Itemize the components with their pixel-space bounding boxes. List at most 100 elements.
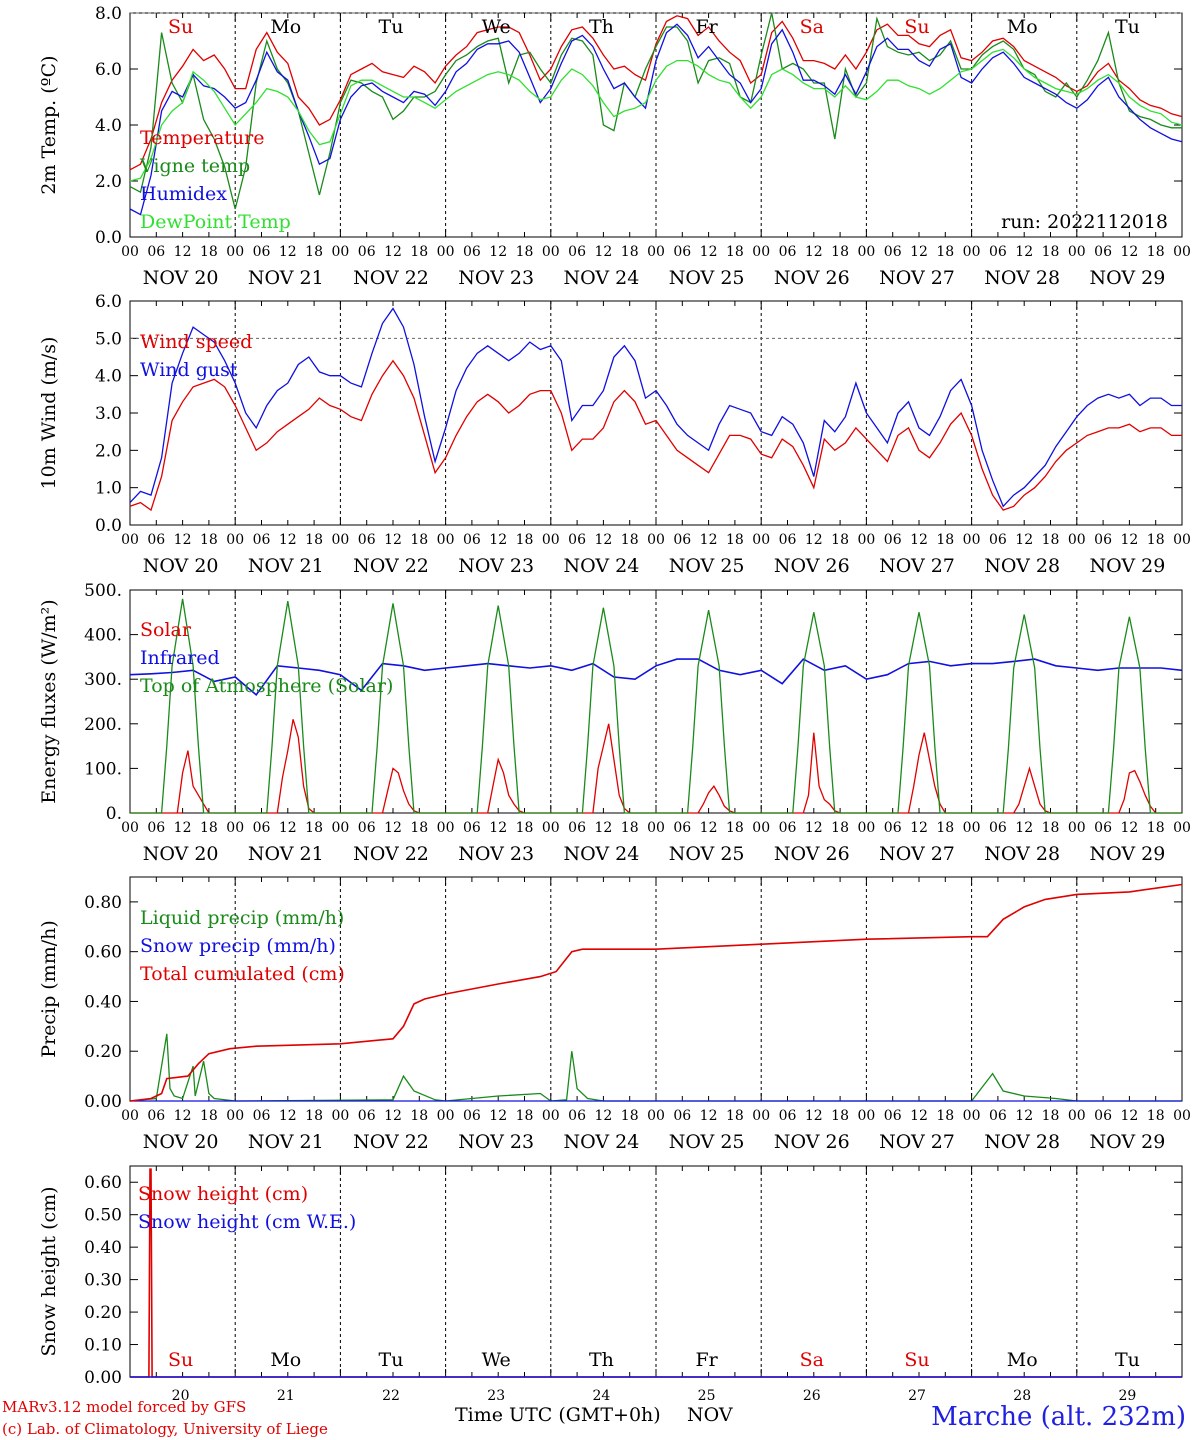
wind-hour-label: 12 [1120, 532, 1138, 548]
wind-ytick-label: 5.0 [95, 329, 122, 349]
temp-hour-label: 18 [936, 244, 954, 260]
flux-hour-label: 06 [989, 820, 1007, 836]
precip-series-line [129, 1033, 1182, 1102]
weekday-label-bottom: Su [904, 1349, 929, 1371]
flux-day-label: NOV 21 [248, 843, 324, 865]
precip-hour-label: 12 [594, 1108, 612, 1124]
wind-hour-label: 12 [910, 532, 928, 548]
flux-hour-label: 18 [831, 820, 849, 836]
station-title: Marche (alt. 232m) [931, 1402, 1186, 1432]
precip-hour-label: 00 [542, 1108, 560, 1124]
precip-hour-label: 06 [463, 1108, 481, 1124]
temp-hour-label: 12 [1015, 244, 1033, 260]
temp-hour-label: 00 [647, 244, 665, 260]
flux-hour-label: 18 [305, 820, 323, 836]
temp-hour-label: 00 [1068, 244, 1086, 260]
temp-ytick-label: 0.0 [95, 228, 122, 248]
precip-hour-label: 00 [437, 1108, 455, 1124]
weekday-label-top: Sa [800, 16, 824, 38]
temp-hour-label: 18 [410, 244, 428, 260]
wind-ytick-label: 2.0 [95, 441, 122, 461]
day-number-label: 21 [277, 1388, 295, 1404]
temp-day-label: NOV 20 [143, 267, 219, 289]
temp-hour-label: 00 [226, 244, 244, 260]
wind-day-label: NOV 22 [353, 555, 429, 577]
precip-day-label: NOV 25 [669, 1131, 745, 1153]
temp-day-label: NOV 25 [669, 267, 745, 289]
flux-hour-label: 18 [726, 820, 744, 836]
temp-ytick-label: 6.0 [95, 60, 122, 80]
precip-hour-label: 12 [1015, 1108, 1033, 1124]
flux-day-label: NOV 20 [143, 843, 219, 865]
day-number-label: 28 [1013, 1388, 1031, 1404]
flux-hour-label: 06 [147, 820, 165, 836]
wind-hour-label: 18 [200, 532, 218, 548]
wind-hour-label: 06 [673, 532, 691, 548]
wind-ytick-label: 6.0 [95, 292, 122, 312]
temp-hour-label: 00 [437, 244, 455, 260]
precip-hour-label: 18 [621, 1108, 639, 1124]
temp-hour-label: 12 [805, 244, 823, 260]
day-number-label: 20 [172, 1388, 190, 1404]
flux-hour-label: 12 [279, 820, 297, 836]
temp-series-line [129, 48, 1183, 182]
wind-day-label: NOV 27 [879, 555, 955, 577]
flux-frame [129, 589, 1183, 814]
flux-hour-label: 12 [805, 820, 823, 836]
weekday-label-bottom: Su [168, 1349, 193, 1371]
flux-day-label: NOV 29 [1089, 843, 1165, 865]
precip-ytick-label: 0.00 [84, 1092, 122, 1112]
precip-hour-label: 06 [358, 1108, 376, 1124]
weekday-label-top: Fr [695, 16, 718, 38]
precip-hour-label: 06 [568, 1108, 586, 1124]
copyright-credit: (c) Lab. of Climatology, University of L… [2, 1420, 328, 1438]
flux-hour-label: 06 [463, 820, 481, 836]
flux-hour-label: 00 [752, 820, 770, 836]
precip-day-label: NOV 29 [1089, 1131, 1165, 1153]
precip-day-label: NOV 28 [984, 1131, 1060, 1153]
flux-hour-label: 12 [910, 820, 928, 836]
flux-hour-label: 12 [489, 820, 507, 836]
day-number-label: 29 [1118, 1388, 1136, 1404]
weekday-label-bottom: Tu [1115, 1349, 1140, 1371]
flux-hour-label: 06 [1094, 820, 1112, 836]
temp-hour-label: 18 [621, 244, 639, 260]
precip-hour-label: 18 [200, 1108, 218, 1124]
precip-hour-label: 00 [331, 1108, 349, 1124]
wind-hour-label: 12 [805, 532, 823, 548]
temp-hour-label: 12 [174, 244, 192, 260]
flux-hour-label: 00 [1173, 820, 1191, 836]
temp-ytick-label: 4.0 [95, 116, 122, 136]
flux-hour-label: 06 [673, 820, 691, 836]
flux-hour-label: 00 [437, 820, 455, 836]
day-number-label: 24 [592, 1388, 610, 1404]
flux-series-line [129, 658, 1183, 696]
flux-hour-label: 00 [542, 820, 560, 836]
temp-hour-label: 12 [1120, 244, 1138, 260]
weekday-label-top: Th [589, 16, 614, 38]
snow-ytick-label: 0.10 [84, 1336, 122, 1356]
snow-ytick-label: 0.60 [84, 1173, 122, 1193]
snow-panel: 0.00 0.10 0.20 0.30 0.40 0.50 0.60 Snow height … [38, 1165, 1183, 1388]
wind-hour-label: 18 [305, 532, 323, 548]
temp-legend-entry: Humidex [140, 183, 227, 205]
precip-hour-label: 12 [1120, 1108, 1138, 1124]
precip-hour-label: 12 [805, 1108, 823, 1124]
precip-hour-label: 06 [673, 1108, 691, 1124]
flux-hour-label: 06 [358, 820, 376, 836]
precip-hour-label: 18 [305, 1108, 323, 1124]
precip-day-label: NOV 22 [353, 1131, 429, 1153]
temp-legend-entry: DewPoint Temp [140, 211, 291, 233]
temp-hour-label: 18 [200, 244, 218, 260]
precip-legend-entry: Liquid precip (mm/h) [140, 907, 344, 929]
temp-legend-entry: Vigne temp [139, 155, 250, 177]
flux-hour-label: 18 [621, 820, 639, 836]
temp-hour-label: 12 [910, 244, 928, 260]
flux-series-line [130, 598, 1182, 814]
flux-legend-entry: Solar [140, 619, 192, 641]
x-axis-month: NOV [687, 1404, 733, 1426]
precip-hour-label: 18 [1042, 1108, 1060, 1124]
temp-hour-label: 00 [857, 244, 875, 260]
weekday-label-top: We [482, 16, 511, 38]
precip-hour-label: 00 [857, 1108, 875, 1124]
